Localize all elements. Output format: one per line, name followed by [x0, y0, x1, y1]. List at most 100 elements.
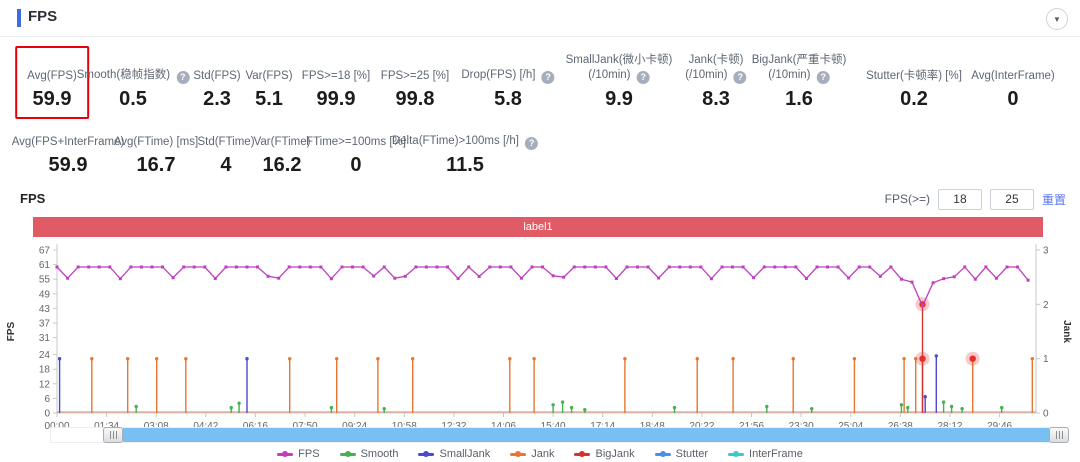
grip-lines-icon [1061, 431, 1063, 439]
svg-text:FPS: FPS [6, 321, 17, 341]
metric-card: FPS>=18 [%] 99.9 [290, 46, 382, 119]
chart-zoom-slider[interactable] [50, 427, 1069, 443]
chart-section-title: FPS [20, 191, 46, 206]
svg-text:21:56: 21:56 [739, 421, 764, 432]
chevron-down-icon: ▼ [1053, 14, 1061, 24]
svg-text:24: 24 [39, 350, 51, 361]
help-icon[interactable]: ? [816, 71, 830, 84]
legend-label: FPS [298, 448, 320, 460]
metric-value: 9.9 [605, 88, 633, 110]
metric-value: 59.9 [48, 154, 88, 176]
chart-legend: FPS Smooth SmallJank Jank BigJank Stutte… [0, 446, 1080, 462]
help-icon[interactable]: ? [541, 71, 555, 84]
metric-card: Std(FPS) 2.3 [181, 46, 252, 119]
legend-item-bigjank[interactable]: BigJank [574, 448, 635, 460]
panel-title: FPS [28, 8, 58, 25]
svg-text:0: 0 [44, 409, 50, 420]
legend-line-icon [277, 450, 294, 458]
metric-label: FPS>=18 [%] [301, 70, 371, 82]
metric-card: Delta(FTime)>100ms [/h] ? 11.5 [380, 128, 550, 185]
metric-card: Avg(InterFrame) 0 [959, 46, 1067, 119]
grip-lines-icon [112, 431, 114, 439]
svg-text:10:58: 10:58 [392, 421, 417, 432]
help-icon[interactable]: ? [636, 71, 650, 84]
svg-text:07:50: 07:50 [293, 421, 318, 432]
metric-label: Jank(卡顿) [688, 54, 744, 66]
metric-label: BigJank(严重卡顿) [751, 54, 847, 66]
grip-lines-icon [115, 431, 117, 439]
svg-text:18:48: 18:48 [640, 421, 665, 432]
metric-card: Avg(FPS) 59.9 [15, 46, 89, 119]
metric-label: Std(FTime) [197, 136, 255, 148]
metric-label: Var(FTime) [253, 136, 311, 148]
metric-card: Stutter(卡顿率) [%] 0.2 [854, 46, 974, 119]
collapse-button[interactable]: ▼ [1046, 8, 1068, 30]
zoom-slider-selection[interactable] [123, 428, 1049, 442]
metric-card: FTime>=100ms [%] 0 [294, 128, 418, 185]
svg-text:26:38: 26:38 [888, 421, 913, 432]
metric-card: FPS>=25 [%] 99.8 [369, 46, 461, 119]
svg-text:28:12: 28:12 [937, 421, 962, 432]
svg-text:18: 18 [39, 365, 51, 376]
header-accent-bar [17, 9, 21, 27]
svg-text:43: 43 [39, 304, 51, 315]
reset-link[interactable]: 重置 [1041, 192, 1066, 207]
legend-label: Stutter [675, 448, 709, 460]
legend-item-interframe[interactable]: InterFrame [728, 448, 803, 460]
svg-text:04:42: 04:42 [193, 421, 218, 432]
svg-text:31: 31 [39, 333, 51, 344]
zoom-slider-left-handle[interactable] [103, 427, 123, 443]
legend-item-fps[interactable]: FPS [277, 448, 320, 460]
metric-value: 99.8 [395, 88, 435, 110]
metric-card: SmallJank(微小卡顿) (/10min) ? 9.9 [554, 46, 685, 119]
legend-item-smalljank[interactable]: SmallJank [418, 448, 490, 460]
metric-label: Std(FPS) [193, 70, 241, 82]
metric-label: FTime>=100ms [%] [306, 136, 406, 148]
legend-line-icon [574, 450, 591, 458]
metrics-row-1: Avg(FPS) 59.9 Smooth(稳帧指数) ? 0.5 Std(FPS) … [0, 46, 1080, 124]
metric-card: Std(FTime) 4 [185, 128, 266, 185]
svg-text:14:06: 14:06 [491, 421, 516, 432]
legend-item-stutter[interactable]: Stutter [654, 448, 709, 460]
svg-text:17:14: 17:14 [590, 421, 615, 432]
fps-threshold-controls: FPS(>=) 重置 [885, 188, 1066, 210]
help-icon[interactable]: ? [176, 71, 190, 84]
metric-value: 0.5 [119, 88, 147, 110]
metric-card: Var(FTime) 16.2 [242, 128, 323, 185]
metric-value: 11.5 [446, 154, 484, 176]
metric-value: 59.9 [32, 88, 72, 110]
fps-chart[interactable]: 0612182431374349556167012300:0001:3403:0… [0, 238, 1080, 438]
help-icon[interactable]: ? [733, 71, 747, 84]
svg-text:Jank: Jank [1061, 320, 1072, 343]
legend-label: InterFrame [749, 448, 803, 460]
fps-threshold-label: FPS(>=) [884, 192, 930, 206]
metric-label: Smooth(稳帧指数) [76, 69, 171, 81]
metric-label: Stutter(卡顿率) [%] [866, 70, 962, 82]
fps-threshold-min-input[interactable] [937, 188, 982, 210]
legend-line-icon [654, 450, 671, 458]
svg-text:03:08: 03:08 [144, 421, 169, 432]
help-icon[interactable]: ? [525, 137, 539, 150]
svg-text:37: 37 [39, 318, 51, 329]
svg-text:09:24: 09:24 [342, 421, 367, 432]
metric-label-line2: (/10min) [768, 69, 811, 81]
zoom-slider-right-handle[interactable] [1049, 427, 1069, 443]
svg-text:0: 0 [1043, 409, 1049, 420]
legend-line-icon [510, 450, 527, 458]
svg-text:25:04: 25:04 [838, 421, 863, 432]
svg-text:12:32: 12:32 [441, 421, 466, 432]
metric-card: Drop(FPS) [/h] ? 5.8 [449, 46, 566, 119]
svg-text:67: 67 [39, 246, 51, 257]
metric-card: Avg(FPS+InterFrame) 59.9 [0, 128, 136, 185]
metric-value: 4 [220, 154, 232, 176]
fps-threshold-max-input[interactable] [989, 188, 1034, 210]
panel-header: FPS ▼ [0, 0, 1080, 37]
svg-text:61: 61 [39, 260, 51, 271]
svg-text:49: 49 [39, 289, 51, 300]
svg-text:29:46: 29:46 [987, 421, 1012, 432]
legend-item-jank[interactable]: Jank [510, 448, 554, 460]
svg-text:6: 6 [44, 394, 50, 405]
metric-value: 5.1 [255, 88, 283, 110]
legend-item-smooth[interactable]: Smooth [339, 448, 398, 460]
fps-chart-canvas[interactable]: 0612182431374349556167012300:0001:3403:0… [0, 238, 1080, 438]
